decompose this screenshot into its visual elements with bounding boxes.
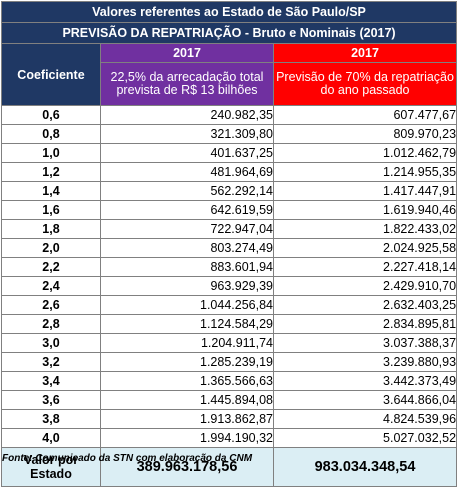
table-row: 0,8 321.309,80 809.970,23	[1, 124, 458, 144]
col1-value-cell: 1.285.239,19	[100, 352, 274, 372]
col2-value-cell: 1.012.462,79	[272, 143, 458, 163]
col1-value-cell: 1.445.894,08	[100, 390, 274, 410]
coefficient-cell: 0,6	[1, 105, 101, 125]
col2-value-cell: 4.824.539,96	[272, 409, 458, 429]
table-row: 3,2 1.285.239,19 3.239.880,93	[1, 352, 458, 372]
coefficient-cell: 1,8	[1, 219, 101, 239]
col1-value-cell: 481.964,69	[100, 162, 274, 182]
table-row: 1,0 401.637,25 1.012.462,79	[1, 143, 458, 163]
coefficient-cell: 4,0	[1, 428, 101, 448]
table-row: 3,4 1.365.566,63 3.442.373,49	[1, 371, 458, 391]
col1-value-cell: 722.947,04	[100, 219, 274, 239]
coefficient-cell: 1,6	[1, 200, 101, 220]
table-subtitle: PREVISÃO DA REPATRIAÇÃO - Bruto e Nomina…	[0, 22, 458, 44]
col1-value-cell: 642.619,59	[100, 200, 274, 220]
col2-value-cell: 2.632.403,25	[272, 295, 458, 315]
table-row: 2,6 1.044.256,84 2.632.403,25	[1, 295, 458, 315]
col2-value-cell: 3.239.880,93	[272, 352, 458, 372]
table-row: 0,6 240.982,35 607.477,67	[1, 105, 458, 125]
coefficient-cell: 3,0	[1, 333, 101, 353]
col2-value-cell: 2.429.910,70	[272, 276, 458, 296]
col1-value-cell: 321.309,80	[100, 124, 274, 144]
coefficient-header: Coeficiente	[1, 43, 101, 106]
col2-value-cell: 5.027.032,52	[272, 428, 458, 448]
col1-value-cell: 401.637,25	[100, 143, 274, 163]
col2-year: 2017	[272, 43, 458, 63]
col1-value-cell: 240.982,35	[100, 105, 274, 125]
table-row: 2,2 883.601,94 2.227.418,14	[1, 257, 458, 277]
table-row: 2,0 803.274,49 2.024.925,58	[1, 238, 458, 258]
table-row: 3,0 1.204.911,74 3.037.388,37	[1, 333, 458, 353]
col1-value-cell: 1.044.256,84	[100, 295, 274, 315]
col1-value-cell: 883.601,94	[100, 257, 274, 277]
col2-value-cell: 2.834.895,81	[272, 314, 458, 334]
col2-value-cell: 2.024.925,58	[272, 238, 458, 258]
col1-value-cell: 1.124.584,29	[100, 314, 274, 334]
coefficient-cell: 3,4	[1, 371, 101, 391]
coefficient-cell: 2,0	[1, 238, 101, 258]
coefficient-cell: 1,0	[1, 143, 101, 163]
col1-value-cell: 1.994.190,32	[100, 428, 274, 448]
coefficient-cell: 2,2	[1, 257, 101, 277]
table-row: 1,6 642.619,59 1.619.940,46	[1, 200, 458, 220]
col2-value-cell: 3.644.866,04	[272, 390, 458, 410]
col2-value-cell: 1.619.940,46	[272, 200, 458, 220]
coefficient-cell: 1,4	[1, 181, 101, 201]
table-row: 1,8 722.947,04 1.822.433,02	[1, 219, 458, 239]
coefficient-cell: 3,8	[1, 409, 101, 429]
col2-value-cell: 3.037.388,37	[272, 333, 458, 353]
coefficient-cell: 1,2	[1, 162, 101, 182]
table-row: 4,0 1.994.190,32 5.027.032,52	[1, 428, 458, 448]
coefficient-cell: 3,2	[1, 352, 101, 372]
col2-value-cell: 1.214.955,35	[272, 162, 458, 182]
col1-description: 22,5% da arrecadação total prevista de R…	[100, 62, 274, 106]
col2-value-cell: 809.970,23	[272, 124, 458, 144]
table-row: 1,2 481.964,69 1.214.955,35	[1, 162, 458, 182]
coefficient-cell: 2,8	[1, 314, 101, 334]
col2-value-cell: 3.442.373,49	[272, 371, 458, 391]
col2-value-cell: 607.477,67	[272, 105, 458, 125]
table-row: 3,8 1.913.862,87 4.824.539,96	[1, 409, 458, 429]
col2-value-cell: 1.417.447,91	[272, 181, 458, 201]
col1-value-cell: 1.913.862,87	[100, 409, 274, 429]
col1-year: 2017	[100, 43, 274, 63]
coefficient-cell: 2,6	[1, 295, 101, 315]
table-row: 2,4 963.929,39 2.429.910,70	[1, 276, 458, 296]
source-note: Fonte: Comunicado da STN com elaboração …	[2, 453, 253, 464]
col2-value-cell: 2.227.418,14	[272, 257, 458, 277]
table-row: 1,4 562.292,14 1.417.447,91	[1, 181, 458, 201]
total-col2-value: 983.034.348,54	[272, 447, 458, 487]
col1-value-cell: 1.365.566,63	[100, 371, 274, 391]
col1-value-cell: 963.929,39	[100, 276, 274, 296]
col1-value-cell: 562.292,14	[100, 181, 274, 201]
coefficient-cell: 2,4	[1, 276, 101, 296]
col2-description: Previsão de 70% da repatriação do ano pa…	[272, 62, 458, 106]
col1-value-cell: 803.274,49	[100, 238, 274, 258]
table-row: 3,6 1.445.894,08 3.644.866,04	[1, 390, 458, 410]
col1-value-cell: 1.204.911,74	[100, 333, 274, 353]
col2-value-cell: 1.822.433,02	[272, 219, 458, 239]
coefficient-cell: 3,6	[1, 390, 101, 410]
table-row: 2,8 1.124.584,29 2.834.895,81	[1, 314, 458, 334]
table-title: Valores referentes ao Estado de São Paul…	[0, 1, 458, 23]
coefficient-cell: 0,8	[1, 124, 101, 144]
